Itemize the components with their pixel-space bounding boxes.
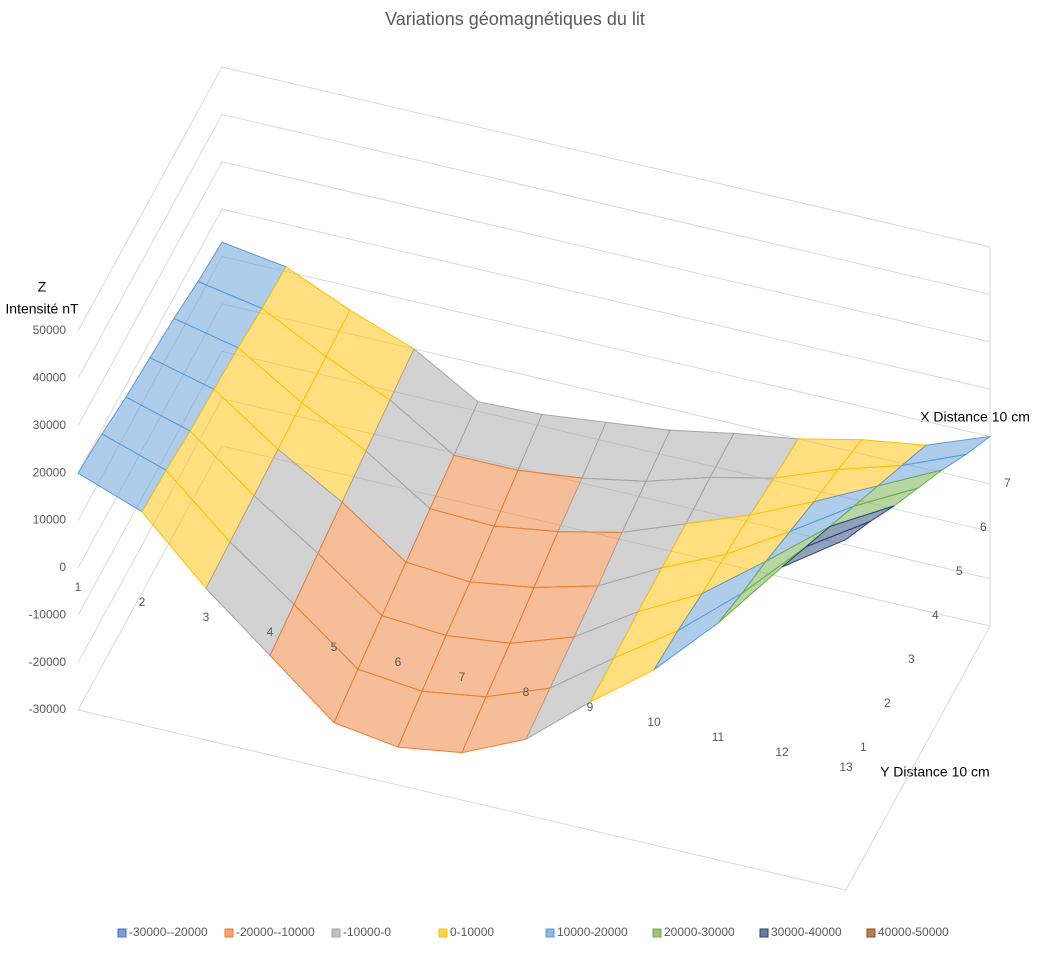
x-tick-label: 1 — [75, 580, 82, 594]
legend-label: -10000-0 — [343, 925, 391, 939]
depth-tick-label: 1 — [860, 740, 867, 754]
legend-swatch — [117, 928, 127, 938]
legend-label: 40000-50000 — [878, 925, 949, 939]
depth-tick-label: 5 — [956, 564, 963, 578]
z-tick-label: -10000 — [29, 607, 67, 621]
grid-line — [77, 113, 991, 379]
chart-title: Variations géomagnétiques du lit — [385, 9, 645, 29]
z-tick-label: 30000 — [33, 418, 67, 432]
legend-swatch — [545, 928, 555, 938]
depth-tick-label: 6 — [980, 520, 987, 534]
legend-swatch — [759, 928, 769, 938]
x-tick-label: 10 — [647, 715, 661, 729]
x-tick-label: 12 — [775, 745, 789, 759]
x-tick-label: 11 — [712, 730, 725, 744]
z-tick-label: 40000 — [33, 371, 67, 385]
legend-label: 30000-40000 — [771, 925, 842, 939]
surface — [77, 241, 992, 754]
x-tick-label: 6 — [395, 655, 402, 669]
z-tick-label: -20000 — [29, 655, 67, 669]
z-axis-title: Z — [38, 279, 47, 295]
x-tick-label: 13 — [839, 760, 853, 774]
grid-line — [77, 66, 991, 332]
depth-tick-label: 7 — [1004, 476, 1011, 490]
x-tick-label: 5 — [331, 640, 338, 654]
grid-line — [77, 161, 991, 427]
surface-cell — [781, 521, 871, 568]
z-tick-label: 10000 — [33, 513, 67, 527]
legend-swatch — [224, 928, 234, 938]
legend-label: -20000--10000 — [236, 925, 315, 939]
legend-label: 20000-30000 — [664, 925, 735, 939]
x-tick-label: 4 — [267, 625, 274, 639]
legend-label: 0-10000 — [450, 925, 494, 939]
z-tick-label: 0 — [59, 560, 66, 574]
x-axis-title: Y Distance 10 cm — [880, 764, 989, 780]
z-tick-label: 20000 — [33, 465, 67, 479]
grid-line — [77, 208, 991, 474]
legend-swatch — [652, 928, 662, 938]
depth-tick-label: 2 — [884, 696, 891, 710]
legend-label: 10000-20000 — [557, 925, 628, 939]
x-tick-label: 8 — [523, 685, 530, 699]
x-tick-label: 2 — [139, 595, 146, 609]
floor-edge — [77, 625, 991, 891]
legend-swatch — [866, 928, 876, 938]
depth-tick-label: 3 — [908, 652, 915, 666]
legend-swatch — [331, 928, 341, 938]
legend-swatch — [438, 928, 448, 938]
z-axis-title: Intensité nT — [5, 301, 79, 317]
z-tick-label: 50000 — [33, 323, 67, 337]
x-tick-label: 3 — [203, 610, 210, 624]
depth-tick-label: 4 — [932, 608, 939, 622]
z-tick-label: -30000 — [29, 702, 67, 716]
x-tick-label: 9 — [587, 700, 594, 714]
legend-label: -30000--20000 — [129, 925, 208, 939]
x-tick-label: 7 — [459, 670, 466, 684]
depth-axis-title: X Distance 10 cm — [920, 409, 1030, 425]
